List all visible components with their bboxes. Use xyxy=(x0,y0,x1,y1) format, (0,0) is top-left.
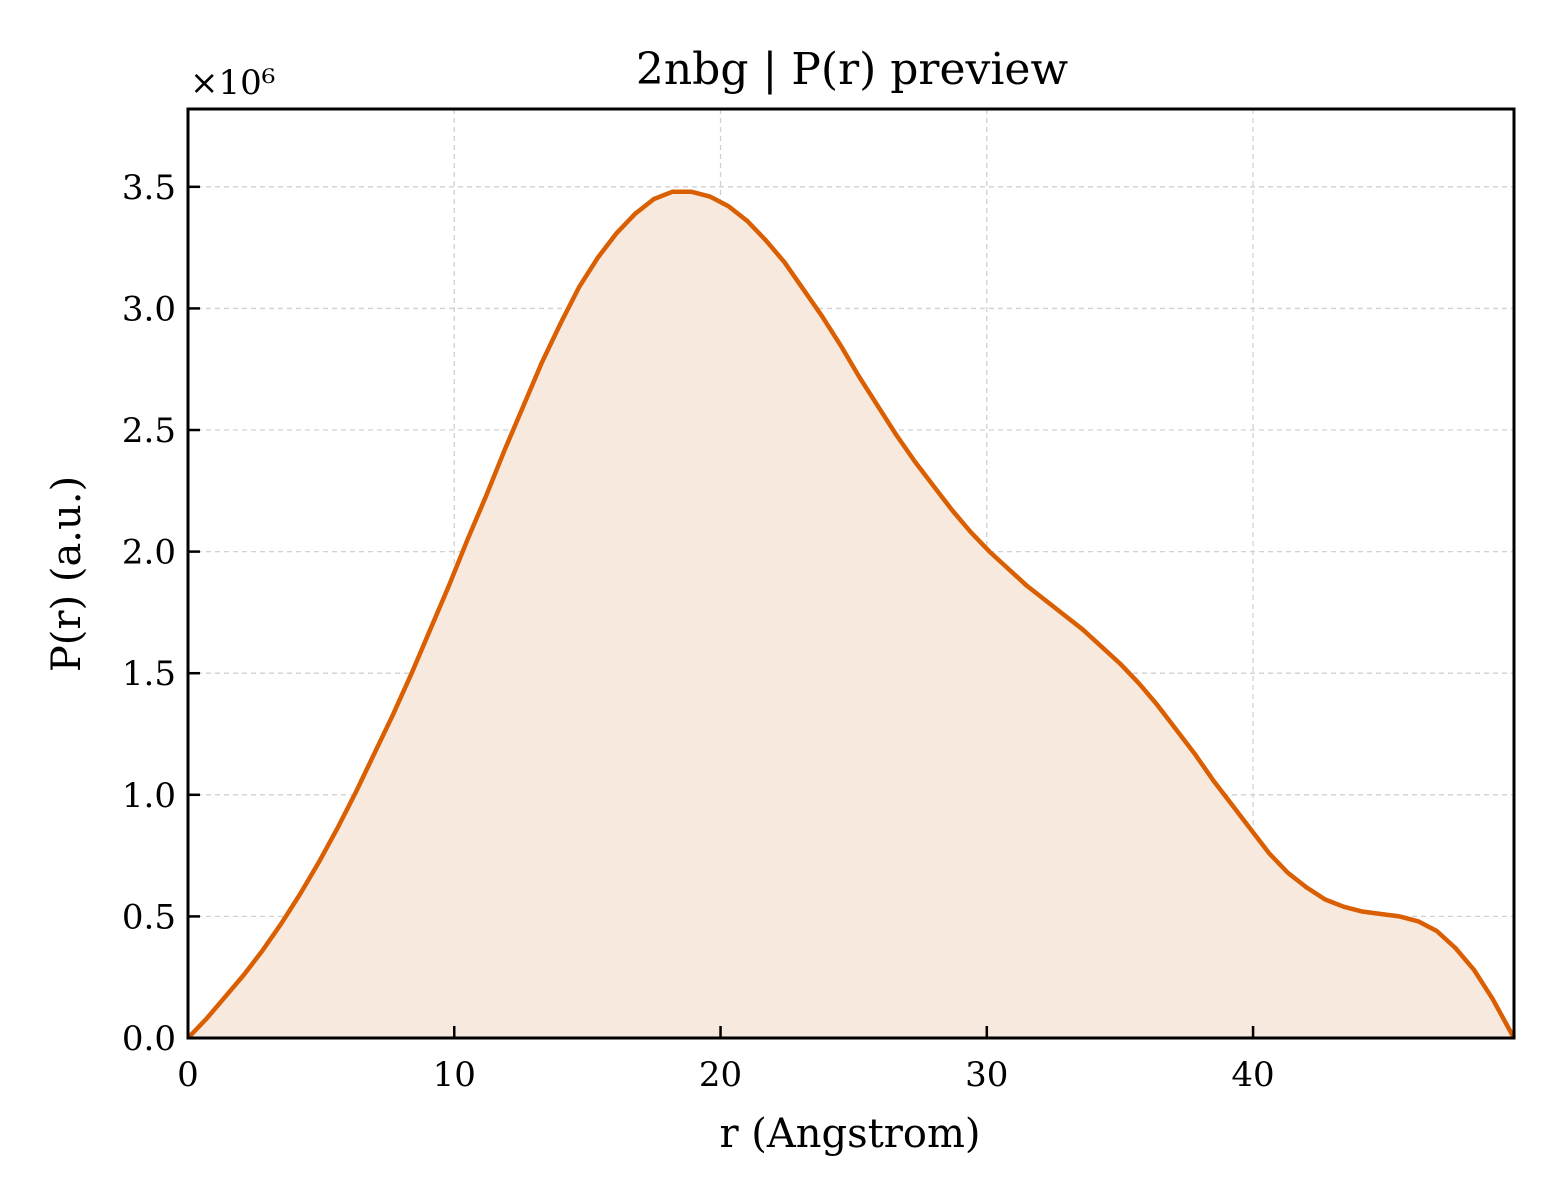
x-tick-label: 0 xyxy=(177,1055,199,1095)
y-tick-label: 2.5 xyxy=(122,411,176,451)
series-line xyxy=(186,189,1516,1040)
y-tick-label: 3.5 xyxy=(122,168,176,208)
x-tick-label: 30 xyxy=(965,1055,1008,1095)
x-axis-label: r (Angstrom) xyxy=(719,1111,980,1157)
y-tick-label: 0.0 xyxy=(122,1019,176,1059)
y-tick-label: 0.5 xyxy=(122,897,176,937)
y-tick-label: 2.0 xyxy=(122,533,176,573)
y-axis-ticks: 0.0 0.5 1.0 1.5 2.0 2.5 3.0 3.5 xyxy=(122,168,200,1059)
y-tick-label: 1.5 xyxy=(122,654,176,694)
x-tick-label: 20 xyxy=(699,1055,742,1095)
y-tick-label: 3.0 xyxy=(122,289,176,329)
x-axis-ticks: 0 10 20 30 40 xyxy=(177,1026,1275,1095)
x-tick-label: 10 xyxy=(433,1055,476,1095)
y-axis-multiplier: ×10⁶ xyxy=(190,63,275,103)
plot-frame xyxy=(186,107,1516,1040)
chart-title: 2nbg | P(r) preview xyxy=(636,44,1069,95)
y-tick-label: 1.0 xyxy=(122,776,176,816)
x-tick-label: 40 xyxy=(1231,1055,1274,1095)
series-area-fill xyxy=(188,191,1514,1038)
y-axis-label: P(r) (a.u.) xyxy=(44,476,90,672)
